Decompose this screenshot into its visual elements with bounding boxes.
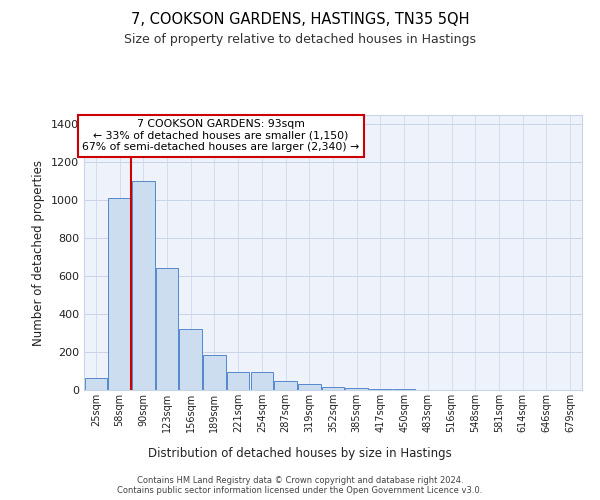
Bar bbox=[179, 330, 202, 390]
Text: 7, COOKSON GARDENS, HASTINGS, TN35 5QH: 7, COOKSON GARDENS, HASTINGS, TN35 5QH bbox=[131, 12, 469, 28]
Bar bbox=[251, 372, 273, 390]
Bar bbox=[203, 355, 226, 390]
Bar bbox=[346, 388, 368, 390]
Bar bbox=[274, 380, 297, 390]
Text: 7 COOKSON GARDENS: 93sqm
← 33% of detached houses are smaller (1,150)
67% of sem: 7 COOKSON GARDENS: 93sqm ← 33% of detach… bbox=[82, 119, 359, 152]
Bar bbox=[85, 378, 107, 390]
Bar bbox=[227, 372, 250, 390]
Bar bbox=[322, 387, 344, 390]
Y-axis label: Number of detached properties: Number of detached properties bbox=[32, 160, 46, 346]
Text: Size of property relative to detached houses in Hastings: Size of property relative to detached ho… bbox=[124, 32, 476, 46]
Bar bbox=[132, 182, 155, 390]
Bar bbox=[156, 268, 178, 390]
Bar bbox=[298, 384, 320, 390]
Text: Contains HM Land Registry data © Crown copyright and database right 2024.
Contai: Contains HM Land Registry data © Crown c… bbox=[118, 476, 482, 495]
Bar bbox=[109, 198, 131, 390]
Bar bbox=[369, 389, 392, 390]
Text: Distribution of detached houses by size in Hastings: Distribution of detached houses by size … bbox=[148, 448, 452, 460]
